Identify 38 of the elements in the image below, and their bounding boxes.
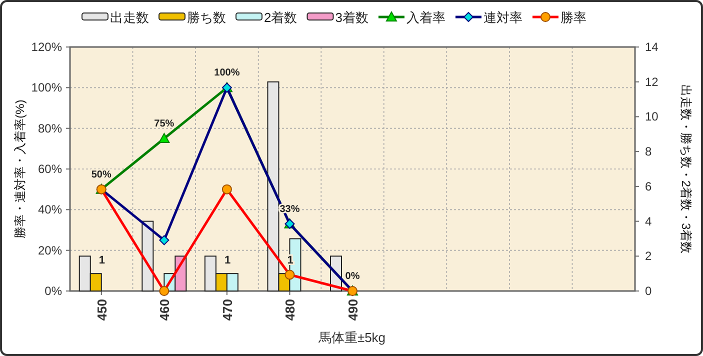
y2-tick-label: 14 bbox=[645, 40, 659, 54]
y2-axis-title: 出走数・勝ち数・2着数・3着数 bbox=[679, 84, 693, 254]
x-tick-label: 470 bbox=[220, 299, 235, 321]
legend-label: 勝ち数 bbox=[187, 10, 226, 25]
x-axis-title: 馬体重±5kg bbox=[317, 330, 386, 345]
y-axis-title: 勝率・連対率・入着率(%) bbox=[13, 100, 27, 238]
data-label: 75% bbox=[154, 118, 174, 130]
point bbox=[158, 133, 170, 143]
y2-tick-label: 10 bbox=[645, 110, 659, 124]
y-tick-label: 0% bbox=[44, 284, 62, 298]
y-tick-label: 120% bbox=[31, 40, 62, 54]
data-label: 100% bbox=[214, 68, 240, 79]
y2-tick-label: 12 bbox=[645, 74, 659, 89]
legend-label: 入着率 bbox=[406, 10, 446, 25]
data-label: 0% bbox=[345, 271, 360, 282]
y-tick-label: 80% bbox=[38, 121, 62, 136]
x-tick-label: 480 bbox=[282, 299, 298, 321]
y2-tick-label: 2 bbox=[645, 249, 652, 264]
y-tick-label: 100% bbox=[31, 80, 62, 95]
legend-label: 3着数 bbox=[335, 10, 368, 25]
data-label: 1 bbox=[224, 254, 231, 267]
y2-tick-label: 0 bbox=[645, 284, 652, 298]
y-tick-label: 40% bbox=[38, 202, 62, 217]
legend-label: 出走数 bbox=[110, 10, 149, 25]
legend-label: 勝率 bbox=[560, 10, 586, 25]
legend-label: 2着数 bbox=[264, 10, 298, 25]
y2-tick-label: 4 bbox=[645, 214, 652, 228]
data-label: 50% bbox=[91, 169, 112, 180]
x-tick-label: 490 bbox=[346, 299, 360, 321]
y2-tick-label: 8 bbox=[645, 144, 652, 159]
y2-tick-label: 6 bbox=[645, 179, 652, 194]
y-tick-label: 60% bbox=[38, 162, 62, 176]
x-tick-label: 450 bbox=[94, 299, 110, 321]
x-tick-label: 460 bbox=[157, 299, 172, 321]
point bbox=[159, 235, 170, 246]
data-label: 1 bbox=[98, 254, 106, 267]
legend-label: 連対率 bbox=[483, 10, 522, 25]
y-tick-label: 20% bbox=[38, 243, 62, 258]
